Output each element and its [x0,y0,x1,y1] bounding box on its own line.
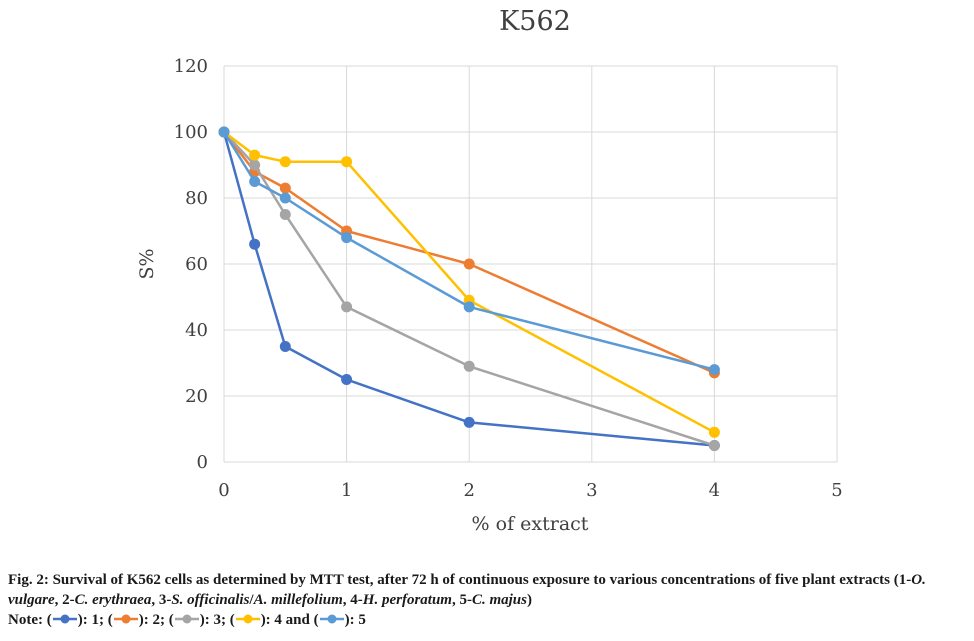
data-point [341,374,353,385]
series-line [223,131,715,434]
data-point [463,416,475,428]
series-line [222,131,715,447]
legend-marker-5 [319,614,344,624]
note-label: ): 1; ( [77,612,113,628]
y-tick-label: 0 [197,452,208,473]
data-point [249,159,261,171]
y-tick-label: 20 [185,386,208,407]
grid [223,65,838,463]
data-point [279,341,291,352]
caption-note: Note: (): 1; (): 2; (): 3; (): 4 and ():… [8,612,366,628]
chart-title: K562 [499,6,571,37]
data-point [249,238,261,250]
y-tick-label: 120 [174,56,208,77]
note-label: ): 3; ( [199,612,235,628]
series-3 [218,126,720,451]
data-point [708,440,720,451]
data-point [279,209,291,220]
data-point [279,156,291,168]
data-point [708,426,720,438]
y-tick-label: 40 [185,320,208,341]
y-tick-label: 80 [185,188,208,209]
data-point [463,301,475,313]
data-point [463,360,475,372]
x-axis-label: % of extract [472,513,589,535]
x-tick-label: 0 [218,480,229,501]
data-point [249,176,261,187]
legend-marker-1 [52,614,77,624]
note-label: ): 5 [344,612,366,628]
figure-caption: Fig. 2: Survival of K562 cells as determ… [8,570,968,630]
data-point [279,192,291,204]
y-axis-label: S% [136,248,158,279]
x-tick-label: 2 [463,480,474,501]
series-group [218,126,720,451]
data-point [708,364,720,376]
note-label: ): 4 and ( [260,612,319,628]
series-line [223,131,715,447]
data-point [249,149,261,161]
legend-marker-4 [235,614,260,624]
x-tick-label: 4 [709,480,720,501]
series-5 [218,126,720,376]
series-line [222,131,715,371]
data-point [341,301,353,313]
note-label: ): 2; ( [138,612,174,628]
data-point [341,232,353,244]
legend-marker-2 [113,614,138,624]
x-tick-label: 5 [831,480,842,501]
data-point [279,182,291,194]
data-point [463,258,475,270]
y-tick-label: 100 [174,122,208,143]
legend-marker-3 [174,614,199,624]
tick-labels: 0 20 40 60 80 100 120 0 1 2 3 4 5 [174,56,843,501]
x-tick-label: 1 [341,480,352,501]
data-point [218,126,230,138]
caption-text: Fig. 2: Survival of K562 cells as determ… [8,572,926,608]
y-tick-label: 60 [185,254,208,275]
x-tick-label: 3 [586,480,597,501]
data-point [341,156,353,168]
